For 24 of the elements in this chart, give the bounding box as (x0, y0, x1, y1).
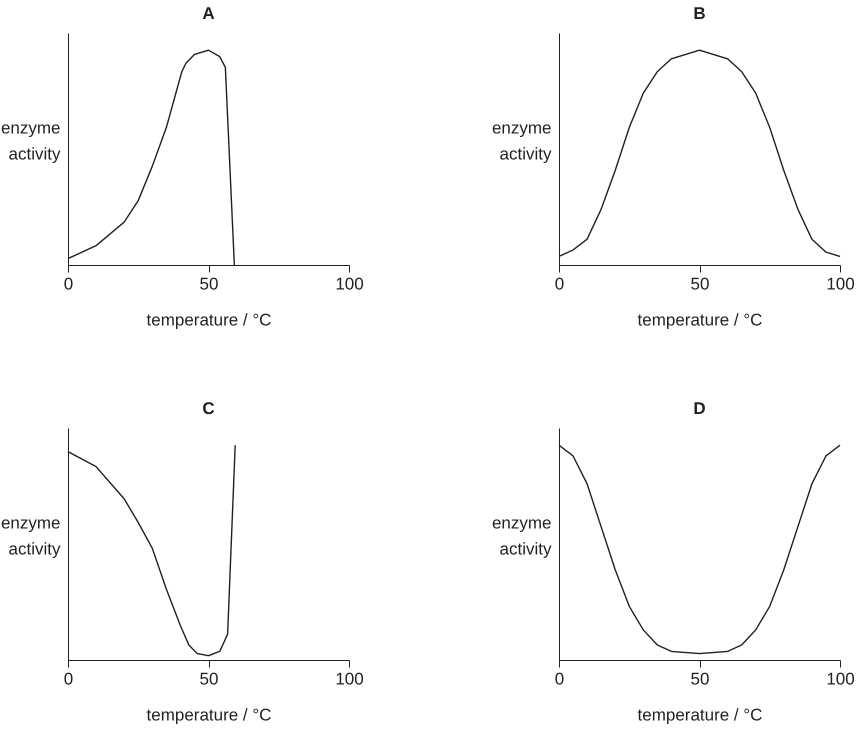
y-axis-title: enzyme activity (492, 118, 552, 164)
x-tick-label: 100 (826, 670, 855, 688)
y-axis-title: enzyme activity (0, 118, 61, 164)
x-tick-label: 100 (335, 274, 364, 294)
x-axis-title: temperature / °C (638, 310, 762, 330)
x-tick-label: 0 (64, 274, 74, 294)
x-tick-label: 0 (554, 274, 564, 294)
x-tick-label: 50 (690, 670, 710, 688)
chart-title: A (202, 4, 215, 23)
x-tick-label: 50 (200, 274, 218, 294)
x-axis-title: temperature / °C (638, 706, 762, 724)
y-axis-title: enzyme activity (492, 514, 552, 558)
x-axis-title: temperature / °C (146, 706, 272, 724)
x-tick-label: 0 (64, 670, 74, 688)
x-tick-label: 100 (826, 274, 855, 294)
chart-title: B (693, 4, 706, 23)
x-tick-label: 50 (200, 670, 218, 688)
x-tick-label: 100 (335, 670, 364, 688)
x-tick-label: 50 (690, 274, 710, 294)
y-axis-title: enzyme activity (0, 514, 61, 558)
chart-title: D (693, 399, 706, 418)
chart-title: C (202, 399, 215, 418)
x-axis-title: temperature / °C (146, 310, 272, 330)
x-tick-label: 0 (554, 670, 564, 688)
